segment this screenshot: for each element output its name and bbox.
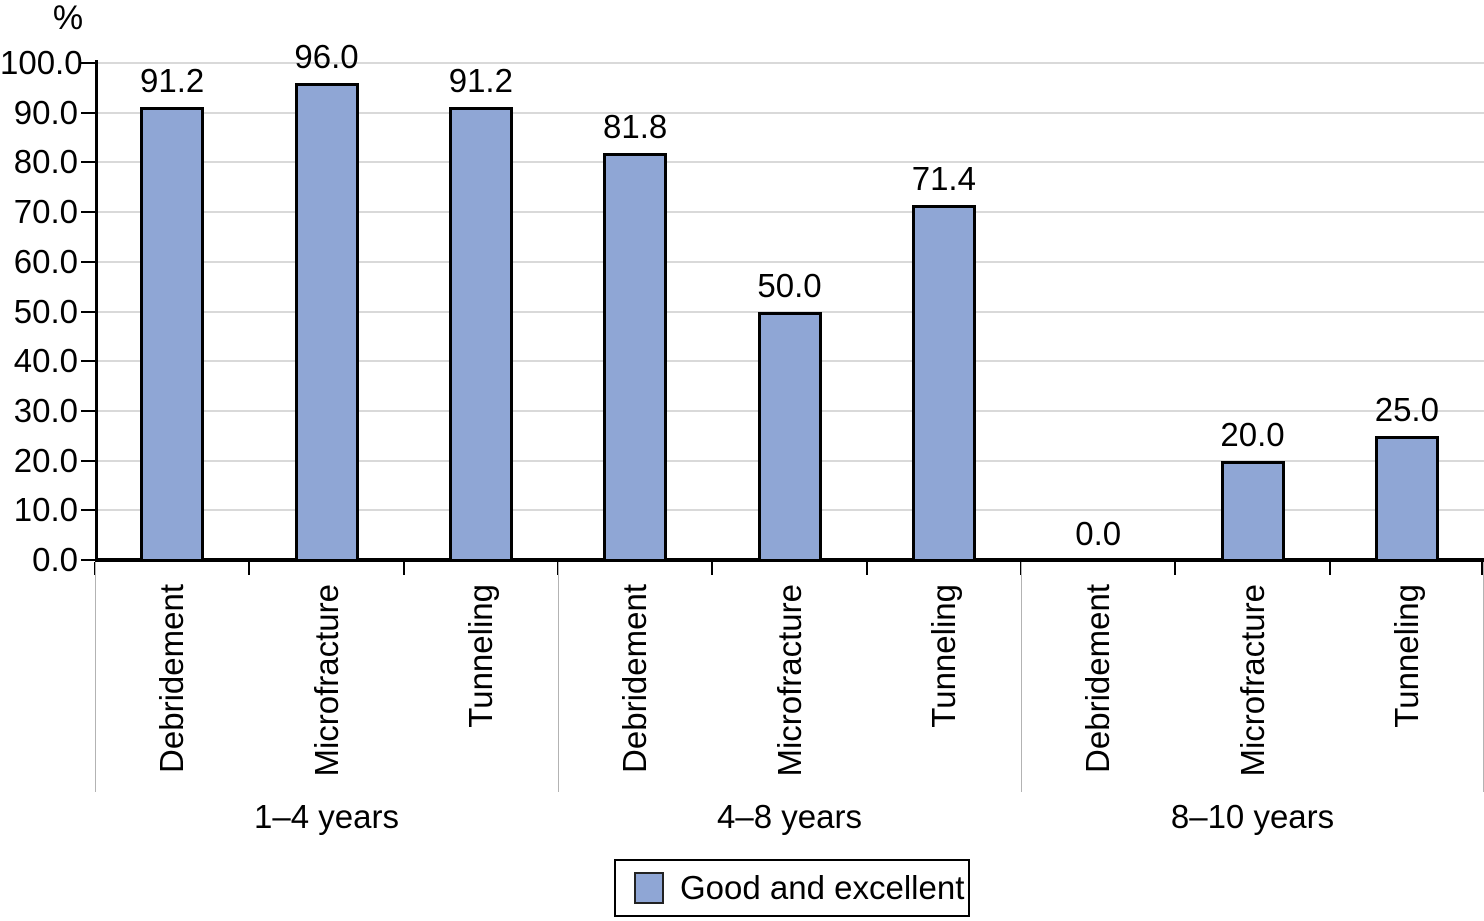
y-axis-tick xyxy=(81,360,95,363)
y-axis-tick-label: 10.0 xyxy=(13,491,78,529)
x-axis-tick xyxy=(865,562,868,575)
bar-value-label: 50.0 xyxy=(757,266,822,304)
y-axis-tick-label: 20.0 xyxy=(13,441,78,479)
y-axis-tick xyxy=(81,211,95,214)
y-axis-tick xyxy=(81,111,95,114)
y-axis-tick-label: 100.0 xyxy=(0,44,83,81)
bar xyxy=(911,205,976,562)
x-axis-tick xyxy=(248,562,251,575)
x-axis-tick xyxy=(402,562,405,575)
bar-value-label: 0.0 xyxy=(1075,515,1122,552)
bar xyxy=(448,106,513,562)
group-label: 1–4 years xyxy=(254,798,399,835)
bar-value-label: 91.2 xyxy=(140,61,205,99)
category-label: Debridement xyxy=(1079,584,1117,773)
category-label: Debridement xyxy=(153,584,191,773)
y-axis-tick xyxy=(81,310,95,313)
category-label: Microfracture xyxy=(770,584,808,777)
bar xyxy=(1374,435,1439,562)
x-axis-tick xyxy=(1481,562,1483,575)
y-axis-tick-label: 0.0 xyxy=(32,541,78,578)
bar xyxy=(603,153,668,562)
category-label: Tunneling xyxy=(1387,584,1425,728)
y-axis-tick xyxy=(81,62,95,64)
x-axis-tick xyxy=(711,562,714,575)
gridline xyxy=(95,111,1484,114)
x-axis-tick xyxy=(1174,562,1177,575)
group-separator-line xyxy=(557,562,559,792)
group-label: 8–10 years xyxy=(1170,798,1335,835)
y-axis-unit-label: % xyxy=(52,0,84,37)
y-axis-tick-label: 80.0 xyxy=(13,143,78,181)
y-axis-tick xyxy=(81,260,95,263)
y-axis-tick-label: 50.0 xyxy=(13,292,78,330)
bar xyxy=(294,82,359,562)
category-label: Debridement xyxy=(616,584,654,773)
category-label: Tunneling xyxy=(924,584,962,728)
group-separator-line xyxy=(94,562,96,792)
bar-value-label: 71.4 xyxy=(911,160,976,198)
legend-label: Good and excellent xyxy=(680,869,965,906)
bar xyxy=(1220,460,1285,562)
y-axis-tick-label: 70.0 xyxy=(13,193,78,231)
gridline xyxy=(95,161,1484,164)
category-label: Microfracture xyxy=(307,584,345,777)
bar-value-label: 91.2 xyxy=(448,61,513,99)
y-axis-line xyxy=(95,60,98,562)
gridline xyxy=(95,211,1484,214)
bar xyxy=(140,106,205,562)
x-axis-tick xyxy=(1328,562,1331,575)
legend: Good and excellent xyxy=(614,859,970,917)
y-axis-tick xyxy=(81,559,95,561)
bar-value-label: 20.0 xyxy=(1220,415,1285,453)
group-separator-line xyxy=(1482,562,1484,792)
y-axis-tick xyxy=(81,459,95,462)
y-axis-tick xyxy=(81,161,95,164)
bar-value-label: 25.0 xyxy=(1374,390,1439,428)
bar xyxy=(757,311,822,562)
legend-swatch-icon xyxy=(634,872,664,904)
y-axis-tick-label: 40.0 xyxy=(13,342,78,380)
y-axis-tick-label: 30.0 xyxy=(13,391,78,429)
y-axis-tick xyxy=(81,509,95,512)
group-label: 4–8 years xyxy=(717,798,862,835)
category-label: Tunneling xyxy=(461,584,499,728)
category-label: Microfracture xyxy=(1233,584,1271,777)
gridline xyxy=(95,62,1484,64)
gridline xyxy=(95,260,1484,263)
y-axis-tick-label: 90.0 xyxy=(13,93,78,131)
bar-value-label: 81.8 xyxy=(603,108,668,146)
y-axis-tick xyxy=(81,409,95,412)
y-axis-tick-label: 60.0 xyxy=(13,242,78,280)
group-separator-line xyxy=(1020,562,1022,792)
bar-value-label: 96.0 xyxy=(294,37,359,75)
